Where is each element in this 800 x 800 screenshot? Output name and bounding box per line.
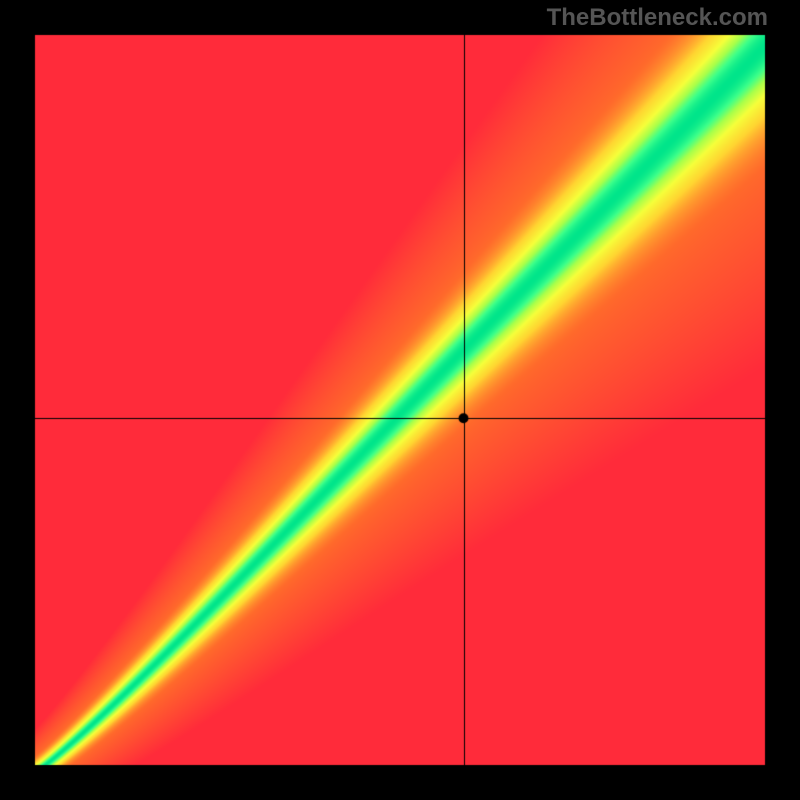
bottleneck-heatmap (0, 0, 800, 800)
chart-container: TheBottleneck.com (0, 0, 800, 800)
watermark-text: TheBottleneck.com (547, 4, 768, 32)
